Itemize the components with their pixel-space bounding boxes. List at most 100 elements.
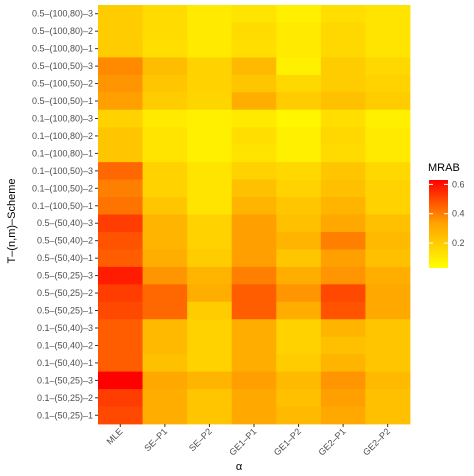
heatmap-cell [276, 249, 322, 268]
y-tick-label: 0.5–(100,80)–3 [32, 9, 93, 19]
heatmap-cell [320, 127, 366, 146]
heatmap-cell [231, 231, 277, 250]
y-tick-label: 0.5–(100,50)–1 [32, 96, 93, 106]
heatmap-cell [142, 74, 188, 93]
heatmap-cell [98, 162, 143, 180]
heatmap-cell [276, 22, 322, 41]
heatmap-cell [365, 57, 411, 76]
heatmap-cell [231, 109, 277, 128]
heatmap-cell [142, 22, 188, 41]
heatmap-cell [276, 92, 322, 111]
heatmap-cell [365, 39, 411, 58]
heatmap-cell [320, 389, 366, 407]
legend-ticks: 0.2 0.4 0.6 [429, 179, 465, 248]
y-tick-label: 0.1–(100,50)–3 [32, 166, 93, 176]
y-tick-label: 0.5–(50,40)–2 [37, 236, 93, 246]
heatmap-cell [231, 284, 277, 303]
heatmap-cell [187, 231, 233, 250]
y-tick-label: 0.1–(50,25)–2 [37, 393, 93, 403]
heatmap-cell [276, 301, 322, 320]
heatmap-cell [320, 336, 366, 355]
heatmap-cell [320, 319, 366, 338]
heatmap-cell [187, 39, 233, 58]
heatmap-cell [187, 266, 233, 285]
heatmap-cell [276, 197, 322, 215]
heatmap-cell [320, 214, 366, 233]
heatmap-cell [276, 231, 322, 250]
heatmap-cells [98, 5, 411, 425]
heatmap-cell [98, 354, 143, 373]
heatmap-cell [231, 389, 277, 407]
heatmap-cell [365, 5, 411, 23]
y-tick-label: 0.5–(50,25)–2 [37, 288, 93, 298]
heatmap-cell [142, 197, 188, 215]
y-tick-label: 0.5–(50,25)–3 [37, 271, 93, 281]
heatmap-cell [365, 354, 411, 373]
heatmap-cell [98, 179, 143, 198]
heatmap-cell [276, 214, 322, 233]
heatmap-cell [142, 109, 188, 128]
heatmap-cell [320, 301, 366, 320]
heatmap-cell [98, 336, 143, 355]
heatmap-cell [142, 231, 188, 250]
heatmap-cell [187, 389, 233, 407]
heatmap-cell [231, 92, 277, 111]
y-tick-label: 0.1–(100,80)–2 [32, 131, 93, 141]
heatmap-cell [98, 214, 143, 233]
y-tick-label: 0.5–(100,50)–2 [32, 79, 93, 89]
heatmap-cell [142, 371, 188, 390]
heatmap-cell [231, 127, 277, 146]
heatmap-cell [142, 266, 188, 285]
heatmap-cell [187, 406, 233, 425]
heatmap-cell [365, 406, 411, 425]
heatmap-cell [320, 144, 366, 163]
y-tick-label: 0.1–(50,25)–3 [37, 375, 93, 385]
heatmap-cell [98, 319, 143, 338]
heatmap-cell [320, 354, 366, 373]
heatmap-cell [142, 319, 188, 338]
heatmap-cell [231, 266, 277, 285]
heatmap-cell [231, 57, 277, 76]
heatmap-cell [365, 301, 411, 320]
y-tick-label: 0.1–(50,40)–1 [37, 358, 93, 368]
heatmap-cell [231, 39, 277, 58]
heatmap-cell [320, 162, 366, 180]
heatmap-cell [365, 284, 411, 303]
heatmap-cell [231, 249, 277, 268]
heatmap-cell [98, 301, 143, 320]
heatmap-cell [142, 354, 188, 373]
heatmap-cell [276, 127, 322, 146]
heatmap-cell [231, 406, 277, 425]
heatmap-cell [187, 319, 233, 338]
heatmap-cell [98, 57, 143, 76]
heatmap-cell [276, 371, 322, 390]
heatmap-cell [98, 266, 143, 285]
heatmap-cell [231, 22, 277, 41]
heatmap-cell [276, 57, 322, 76]
heatmap-cell [187, 179, 233, 198]
heatmap-cell [276, 406, 322, 425]
heatmap-cell [231, 336, 277, 355]
heatmap-cell [365, 389, 411, 407]
heatmap-cell [231, 162, 277, 180]
heatmap-cell [98, 92, 143, 111]
legend-title: MRAB [428, 162, 460, 174]
heatmap-cell [187, 74, 233, 93]
heatmap-cell [231, 74, 277, 93]
heatmap-cell [365, 231, 411, 250]
heatmap-cell [365, 22, 411, 41]
heatmap-cell [365, 214, 411, 233]
heatmap-cell [142, 144, 188, 163]
heatmap-cell [365, 371, 411, 390]
heatmap-cell [320, 92, 366, 111]
heatmap-cell [365, 109, 411, 128]
heatmap-cell [365, 197, 411, 215]
heatmap-cell [142, 249, 188, 268]
heatmap-cell [98, 406, 143, 425]
heatmap-cell [142, 127, 188, 146]
heatmap-cell [98, 5, 143, 23]
y-tick-label: 0.1–(100,80)–1 [32, 148, 93, 158]
y-tick-label: 0.5–(50,40)–3 [37, 218, 93, 228]
heatmap-cell [365, 144, 411, 163]
heatmap-cell [142, 92, 188, 111]
